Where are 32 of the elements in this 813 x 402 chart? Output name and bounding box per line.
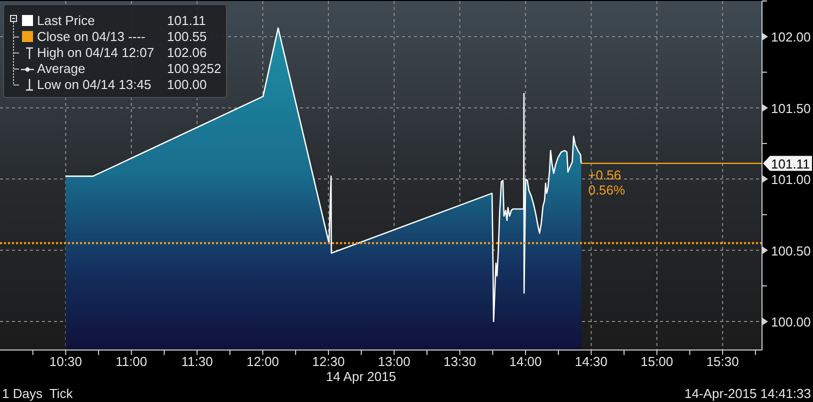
- annotation: +0.56: [588, 167, 622, 182]
- y-tick-label: 102.00: [771, 30, 811, 45]
- annotation: 102.06: [167, 45, 207, 60]
- legend-label: Last Price: [37, 13, 95, 28]
- annotation: 0.56%: [588, 182, 626, 198]
- x-tick-label: 12:00: [246, 354, 280, 369]
- ref-line-label: 101.11: [771, 156, 810, 172]
- x-tick-label: 15:00: [640, 354, 674, 369]
- x-tick-label: 13:30: [444, 354, 476, 369]
- y-tick-label: 100.50: [771, 243, 811, 258]
- annotation: 100.55: [167, 29, 207, 44]
- text: 14-Apr-2015 14:41:33: [684, 386, 811, 401]
- annotation: 100.00: [167, 77, 207, 92]
- legend-label: Close on 04/13 ----: [37, 29, 146, 44]
- x-tick-label: 11:30: [181, 354, 213, 369]
- annotation: Average: [37, 61, 86, 76]
- annotation: High on 04/14 12:07: [37, 45, 154, 60]
- x-axis-title: 14 Apr 2015: [326, 369, 396, 384]
- annotation: 100.9252: [167, 61, 222, 76]
- x-tick-label: 14:30: [574, 354, 608, 369]
- y-tick-label: 100.00: [771, 314, 811, 330]
- y-tick-label: 101.00: [771, 172, 811, 188]
- annotation: 101.11: [167, 13, 206, 28]
- x-tick-label: 11:00: [116, 354, 148, 369]
- x-tick-label: 15:30: [706, 354, 739, 369]
- text: 1 Days Tick: [2, 386, 73, 401]
- annotation: Low on 04/14 13:45: [37, 77, 152, 92]
- x-tick-label: 14:00: [509, 354, 542, 369]
- x-tick-label: 12:30: [312, 354, 345, 369]
- x-tick-label: 13:00: [378, 354, 410, 369]
- y-tick-label: 101.50: [771, 100, 811, 116]
- x-tick-label: 10:30: [49, 354, 82, 369]
